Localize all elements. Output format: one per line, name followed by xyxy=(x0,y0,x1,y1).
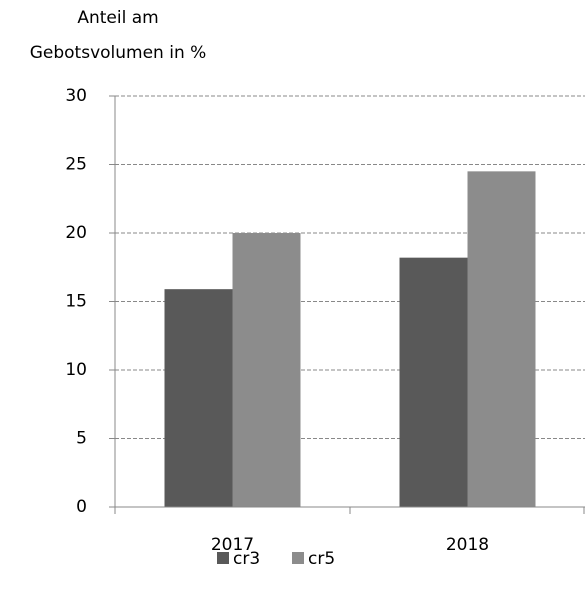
bar xyxy=(164,289,233,507)
y-axis-label: Gebotsvolumen in % xyxy=(30,43,207,63)
legend-label: cr3 xyxy=(233,549,260,569)
bar xyxy=(232,233,301,507)
bar xyxy=(467,171,536,507)
y-tick-label: 0 xyxy=(76,497,87,517)
legend-label: cr5 xyxy=(308,549,335,569)
y-tick-label: 15 xyxy=(65,292,87,312)
x-tick-label: 2018 xyxy=(446,535,489,555)
legend-swatch xyxy=(217,552,229,564)
y-tick-label: 5 xyxy=(76,429,87,449)
y-tick-label: 25 xyxy=(65,155,87,175)
y-tick-label: 30 xyxy=(65,86,87,106)
y-tick-label: 10 xyxy=(65,360,87,380)
bar xyxy=(399,257,468,507)
legend-swatch xyxy=(292,552,304,564)
y-tick-label: 20 xyxy=(65,223,87,243)
y-axis-label: Anteil am xyxy=(77,8,158,28)
x-tick-label: 2017 xyxy=(211,535,254,555)
